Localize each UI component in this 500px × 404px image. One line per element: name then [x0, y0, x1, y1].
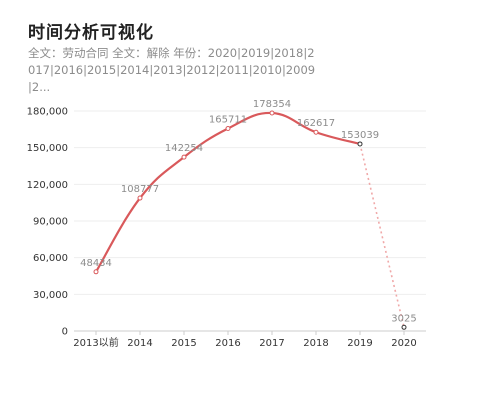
data-point	[137, 195, 143, 201]
x-tick-label: 2020	[391, 338, 416, 349]
data-label: 165711	[209, 114, 247, 125]
y-tick-label: 150,000	[27, 143, 68, 154]
data-point	[401, 324, 407, 330]
x-tick-label: 2018	[303, 338, 328, 349]
x-tick-label: 2019	[347, 338, 372, 349]
data-point	[225, 125, 231, 131]
y-tick-label: 90,000	[33, 217, 68, 228]
data-label: 178354	[253, 99, 291, 110]
data-point	[93, 269, 99, 275]
data-label: 153039	[341, 130, 379, 141]
data-label: 108777	[121, 184, 159, 195]
filter-summary: 全文：劳动合同 全文：解除 年份：2020|2019|2018|2017|201…	[28, 46, 316, 94]
x-tick-label: 2014	[127, 338, 152, 349]
chart-title: 时间分析可视化	[28, 23, 154, 43]
series-dashed-line	[359, 143, 405, 328]
y-tick-label: 60,000	[33, 253, 68, 264]
data-point	[313, 129, 319, 135]
data-point	[269, 110, 275, 116]
y-tick-label: 0	[62, 327, 68, 338]
data-label: 162617	[297, 118, 335, 129]
data-label: 3025	[391, 313, 416, 324]
x-tick-label: 2017	[259, 338, 284, 349]
data-label: 48434	[80, 258, 112, 269]
data-label: 142254	[165, 143, 203, 154]
x-tick-label: 2013以前	[73, 336, 118, 349]
y-tick-label: 30,000	[33, 290, 68, 301]
data-point	[181, 154, 187, 160]
y-tick-label: 120,000	[27, 180, 68, 191]
x-tick-label: 2016	[215, 338, 240, 349]
data-point	[357, 141, 363, 147]
y-tick-label: 180,000	[27, 107, 68, 118]
x-tick-label: 2015	[171, 338, 196, 349]
